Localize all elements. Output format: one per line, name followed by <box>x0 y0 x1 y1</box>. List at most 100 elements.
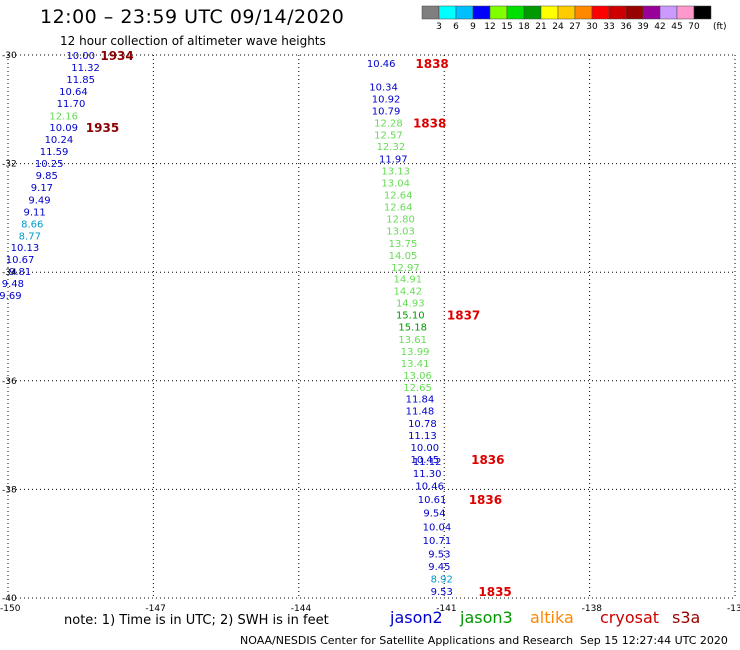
legend-swatch <box>523 5 542 20</box>
y-tick-label: -32 <box>2 160 17 170</box>
chart-title: 12:00 – 23:59 UTC 09/14/2020 <box>40 6 345 28</box>
legend-bin-label: 30 <box>586 22 598 32</box>
y-tick-label: -34 <box>2 268 17 278</box>
wave-height-value: 9.48 <box>2 279 24 290</box>
legend-swatch <box>693 5 712 20</box>
legend-bin-label: 12 <box>484 22 495 32</box>
legend-swatch <box>557 5 576 20</box>
legend-swatch <box>421 5 440 20</box>
wave-height-value: 14.42 <box>394 287 423 298</box>
wave-height-value: 10.13 <box>11 243 40 254</box>
y-tick-label: -30 <box>2 51 17 61</box>
wave-height-value: 10.92 <box>372 94 401 105</box>
wave-height-value: 10.71 <box>423 536 452 547</box>
wave-height-value: 9.53 <box>431 587 453 598</box>
legend-bin-label: 24 <box>552 22 564 32</box>
legend-swatch <box>455 5 474 20</box>
wave-height-value: 11.59 <box>40 147 69 158</box>
wave-height-value: 12.28 <box>374 118 403 129</box>
wave-height-value: 13.99 <box>401 347 430 358</box>
pass-time-label: 1934 <box>100 49 133 63</box>
legend-bin-label: 3 <box>436 22 442 32</box>
wave-height-value: 10.46 <box>367 59 396 70</box>
wave-height-value: 10.04 <box>423 522 452 533</box>
legend-bin-label: 39 <box>637 22 649 32</box>
pass-time-label: 1935 <box>86 121 119 135</box>
wave-height-value: 10.24 <box>45 135 74 146</box>
legend-swatch <box>489 5 508 20</box>
wave-height-value: 13.41 <box>401 359 430 370</box>
legend-swatch <box>659 5 678 20</box>
legend-swatch <box>642 5 661 20</box>
wave-height-value: 11.13 <box>408 431 437 442</box>
wave-height-value: 14.93 <box>396 299 425 310</box>
wave-height-value: 9.81 <box>9 267 31 278</box>
legend-bin-label: 6 <box>453 22 459 32</box>
wave-height-value: 10.09 <box>49 123 78 134</box>
satellite-legend-jason2: jason2 <box>390 608 443 627</box>
pass-time-label: 1836 <box>469 493 502 507</box>
x-tick-label: -147 <box>145 604 165 614</box>
satellite-legend-s3a: s3a <box>672 608 701 627</box>
wave-height-value: 13.61 <box>398 335 427 346</box>
pass-time-label: 1835 <box>478 585 511 599</box>
wave-height-value: 8.77 <box>19 231 41 242</box>
y-tick-label: -36 <box>2 377 17 387</box>
wave-height-value: 9.69 <box>0 291 22 302</box>
pass-time-label: 1838 <box>415 57 448 71</box>
x-tick-label: -144 <box>291 604 312 614</box>
legend-swatch <box>608 5 627 20</box>
x-tick-label: -150 <box>0 604 21 614</box>
wave-height-value: 12.80 <box>386 214 415 225</box>
x-tick-label: -138 <box>582 604 603 614</box>
wave-height-value: 9.49 <box>28 195 50 206</box>
wave-height-value: 13.75 <box>389 239 418 250</box>
wave-height-value: 12.97 <box>391 263 420 274</box>
wave-height-value: 10.25 <box>35 159 64 170</box>
wave-height-value: 8.92 <box>431 574 453 585</box>
wave-height-value: 10.78 <box>408 419 437 430</box>
legend-swatch <box>625 5 644 20</box>
wave-height-value: 11.12 <box>413 457 442 468</box>
wave-height-value: 13.06 <box>403 371 432 382</box>
wave-height-value: 9.53 <box>428 549 450 560</box>
wave-height-value: 12.65 <box>403 383 432 394</box>
legend-bin-label: 36 <box>620 22 632 32</box>
pass-time-label: 1837 <box>447 309 480 323</box>
wave-height-value: 10.00 <box>66 51 95 62</box>
wave-height-value: 10.00 <box>410 443 439 454</box>
wave-height-value: 10.67 <box>6 255 35 266</box>
wave-height-value: 13.04 <box>381 179 410 190</box>
wave-height-value: 13.13 <box>381 167 410 178</box>
x-tick-label: -13 <box>727 604 740 614</box>
wave-height-value: 9.85 <box>36 171 58 182</box>
wave-height-value: 8.66 <box>21 219 43 230</box>
wave-height-value: 11.48 <box>406 407 435 418</box>
pass-time-label: 1838 <box>413 116 446 130</box>
y-tick-label: -38 <box>2 485 17 495</box>
wave-height-value: 11.97 <box>379 155 408 166</box>
wave-height-value: 12.64 <box>384 191 413 202</box>
wave-height-value: 11.85 <box>66 75 95 86</box>
wave-height-value: 15.18 <box>398 323 427 334</box>
wave-height-value: 14.05 <box>389 251 418 262</box>
legend-swatch <box>676 5 695 20</box>
wave-height-value: 10.79 <box>372 106 401 117</box>
satellite-legend-jason3: jason3 <box>460 608 513 627</box>
wave-height-value: 11.30 <box>413 469 442 480</box>
legend-swatch <box>438 5 457 20</box>
wave-height-value: 15.10 <box>396 311 425 322</box>
chart-subtitle: 12 hour collection of altimeter wave hei… <box>60 34 326 48</box>
legend-bin-label: 21 <box>535 22 546 32</box>
wave-height-value: 11.32 <box>71 63 100 74</box>
footer-timestamp: Sep 15 12:27:44 UTC 2020 <box>580 634 728 647</box>
legend-bin-label: 70 <box>688 22 700 32</box>
wave-height-value: 11.84 <box>406 395 435 406</box>
wave-height-value: 9.54 <box>423 509 445 520</box>
wave-height-value: 12.16 <box>49 111 78 122</box>
y-tick-label: -40 <box>2 594 17 604</box>
legend-swatch <box>574 5 593 20</box>
x-tick-label: -141 <box>436 604 456 614</box>
wave-height-value: 10.46 <box>415 482 444 493</box>
wave-height-value: 9.17 <box>31 183 53 194</box>
